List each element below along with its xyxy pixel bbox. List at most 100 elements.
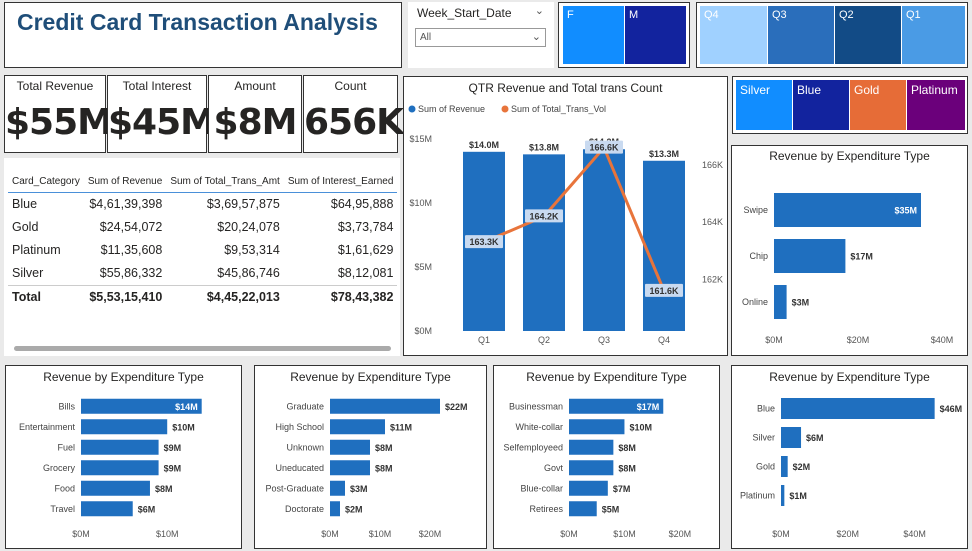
week-slicer[interactable]: Week_Start_Date ⌄ All ⌄	[408, 2, 554, 68]
card-tile-label: Silver	[740, 83, 771, 97]
kpi-card-total-interest: Total Interest $45M	[107, 75, 216, 153]
gender-tile-label: M	[629, 9, 639, 21]
data-label: $8M	[375, 463, 393, 473]
bar-chart: Graduate $22M High School $11M Unknown $8M Une…	[265, 398, 468, 539]
category-label: High School	[275, 422, 324, 432]
tick-label: $10M	[369, 529, 392, 539]
data-label: 164.2K	[529, 211, 559, 221]
data-label: $3M	[792, 298, 810, 308]
chevron-down-icon[interactable]: ⌄	[534, 4, 544, 17]
data-label: 163.3K	[469, 237, 499, 247]
table-cell: $5,53,15,410	[83, 285, 167, 309]
bar	[330, 480, 345, 496]
legend-label: Sum of Total_Trans_Vol	[511, 104, 606, 114]
bar	[774, 239, 846, 273]
data-label: $1M	[789, 491, 807, 501]
card-tile-label: Gold	[854, 83, 880, 97]
quarter-tile-q4[interactable]: Q4	[700, 6, 767, 64]
tick-label: $10M	[613, 529, 636, 539]
gender-tile-m[interactable]: M	[625, 6, 686, 64]
kpi-label: Count	[334, 79, 367, 93]
quarter-tile-q2[interactable]: Q2	[835, 6, 901, 64]
data-label: $13.8M	[529, 142, 559, 152]
data-label: $14.0M	[469, 140, 499, 150]
expenditure-chart-panel: Revenue by Expenditure Type Bills $14M Ent…	[5, 365, 242, 549]
chart-title: Revenue by Expenditure Type	[43, 370, 204, 384]
bar	[81, 480, 150, 496]
table-cell: $55,86,332	[99, 266, 163, 280]
page-title: Credit Card Transaction Analysis	[17, 9, 378, 35]
data-label: $35M	[894, 206, 917, 216]
card-tile-gold[interactable]: Gold	[850, 80, 906, 130]
bar-chart: Bills $14M Entertainment $10M Fuel $9M Grocery…	[19, 398, 202, 539]
column-header[interactable]: Sum of Total_Trans_Amt	[166, 172, 284, 193]
chevron-down-icon[interactable]: ⌄	[531, 31, 541, 43]
category-label: Businessman	[509, 401, 563, 411]
tick-label: $20M	[419, 529, 442, 539]
table-row: Gold $24,54,072 $20,24,078 $3,73,784	[8, 216, 397, 239]
category-label: Govt	[544, 463, 564, 473]
table-row: Silver $55,86,332 $45,86,746 $8,12,081	[8, 262, 397, 286]
data-label: $8M	[155, 484, 173, 494]
category-label: Uneducated	[275, 463, 324, 473]
table-cell: $8,12,081	[337, 266, 394, 280]
category-label: Bills	[58, 401, 75, 411]
tick-label: $0M	[772, 529, 790, 539]
kpi-card-count: Count 656K	[303, 75, 404, 153]
table-cell: $3,69,57,875	[206, 197, 280, 211]
category-label: Platinum	[740, 491, 775, 501]
card-tile-platinum[interactable]: Platinum	[907, 80, 965, 130]
quarter-tile-q3[interactable]: Q3	[768, 6, 834, 64]
data-label: $5M	[602, 504, 620, 514]
bar	[781, 485, 785, 506]
tick-label: $40M	[903, 529, 926, 539]
data-label: $8M	[375, 443, 393, 453]
category-label: Swipe	[743, 205, 768, 215]
column-header[interactable]: Sum of Interest_Earned	[283, 172, 398, 193]
category-label: Online	[742, 297, 768, 307]
category-label: Post-Graduate	[265, 483, 324, 493]
gender-tile-f[interactable]: F	[563, 6, 624, 64]
expenditure-chart-panel: Revenue by Expenditure Type Blue $46M Silv…	[731, 365, 968, 549]
qtr-chart-panel: QTR Revenue and Total trans Count Sum of…	[403, 76, 728, 356]
tick-label: 166K	[702, 160, 723, 170]
category-label: Gold	[756, 462, 775, 472]
chart-title: Revenue by Expenditure Type	[526, 370, 687, 384]
card-tile-label: Platinum	[911, 83, 958, 97]
table-row: Blue $4,61,39,398 $3,69,57,875 $64,95,88…	[8, 193, 397, 217]
category-label: Blue	[757, 404, 775, 414]
data-label: $3M	[350, 484, 368, 494]
horizontal-scrollbar[interactable]	[14, 346, 391, 351]
tick-label: $20M	[837, 529, 860, 539]
data-label: $10M	[629, 422, 652, 432]
category-label: Retirees	[529, 504, 563, 514]
bar	[643, 160, 685, 331]
tick-label: $0M	[414, 326, 432, 336]
week-dropdown[interactable]: All ⌄	[415, 28, 546, 47]
legend-marker	[501, 105, 509, 113]
table-cell: $4,45,22,013	[166, 285, 284, 309]
tick-label: 162K	[702, 274, 723, 284]
card-tile-blue[interactable]: Blue	[793, 80, 849, 130]
week-dropdown-value: All	[420, 32, 432, 43]
category-label: Doctorate	[285, 504, 324, 514]
bar	[774, 193, 921, 227]
quarter-tile-q1[interactable]: Q1	[902, 6, 965, 64]
card-tile-silver[interactable]: Silver	[736, 80, 792, 130]
column-header[interactable]: Card_Category	[8, 172, 84, 193]
data-table: Card_Category Sum of Revenue Sum of Tota…	[8, 172, 398, 309]
table-header-row: Card_Category Sum of Revenue Sum of Tota…	[8, 172, 398, 193]
card-category-table: Card_Category Sum of Revenue Sum of Tota…	[4, 158, 400, 356]
tick-label: $20M	[669, 529, 692, 539]
chart-title: QTR Revenue and Total trans Count	[468, 81, 663, 95]
tick-label: $40M	[931, 335, 954, 345]
data-label: $7M	[613, 484, 631, 494]
bar	[569, 480, 608, 496]
table-cell: Blue	[12, 197, 38, 211]
bar	[569, 398, 664, 414]
chart-title: Revenue by Expenditure Type	[769, 370, 930, 384]
bar	[569, 439, 614, 455]
column-header[interactable]: Sum of Revenue	[83, 172, 167, 193]
kpi-value: $45M	[108, 102, 216, 143]
table-cell: $4,61,39,398	[89, 197, 163, 211]
